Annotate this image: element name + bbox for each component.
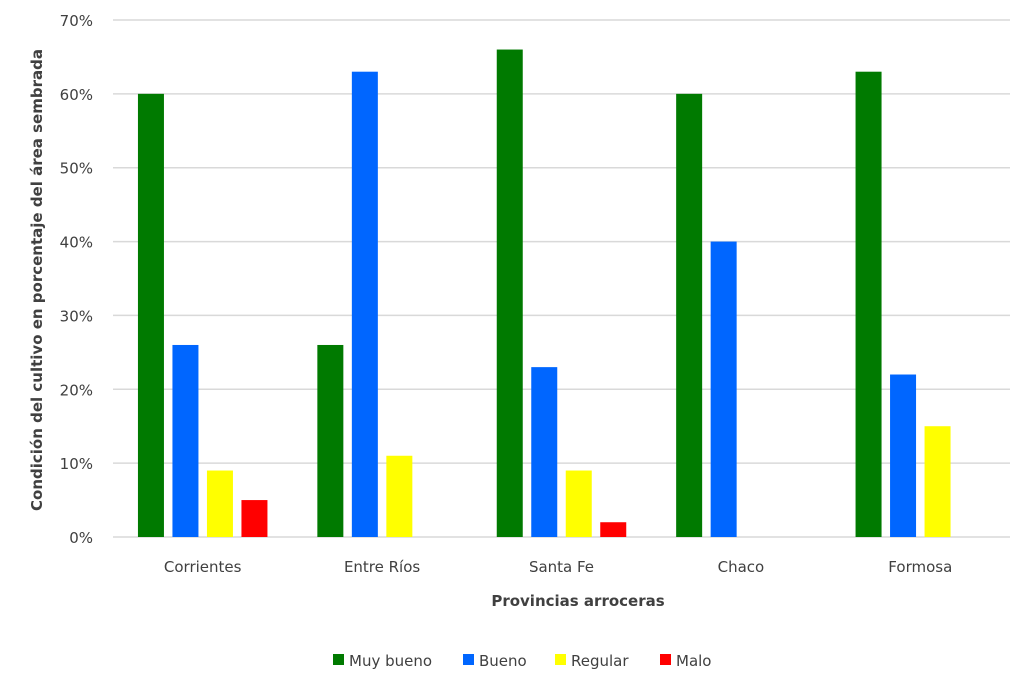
x-tick-label: Santa Fe: [529, 558, 594, 576]
bar-malo: [241, 500, 268, 537]
legend-label: Bueno: [479, 652, 527, 670]
bar-regular: [565, 470, 592, 537]
bar-regular: [924, 426, 951, 537]
bar-bueno: [351, 71, 378, 537]
y-tick-label: 50%: [60, 160, 93, 178]
y-tick-label: 40%: [60, 234, 93, 252]
bar-bueno: [710, 241, 737, 538]
x-axis-label: Provincias arroceras: [491, 592, 664, 610]
bar-muy-bueno: [676, 93, 703, 537]
bar-bueno: [890, 374, 917, 537]
x-tick-label: Corrientes: [164, 558, 242, 576]
y-tick-label: 60%: [60, 86, 93, 104]
gridlines: [113, 19, 1010, 538]
legend-label: Regular: [571, 652, 629, 670]
x-tick-label: Entre Ríos: [344, 558, 420, 576]
y-tick-label: 70%: [60, 12, 93, 30]
bar-muy-bueno: [137, 93, 164, 537]
y-tick-label: 0%: [69, 529, 93, 547]
legend-label: Muy bueno: [349, 652, 432, 670]
legend-swatch: [660, 654, 671, 665]
legend-label: Malo: [676, 652, 711, 670]
bar-bueno: [172, 344, 199, 537]
y-tick-label: 30%: [60, 307, 93, 325]
bar-regular: [386, 455, 413, 537]
legend-swatch: [333, 654, 344, 665]
y-tick-label: 20%: [60, 381, 93, 399]
y-axis-label: Condición del cultivo en porcentaje del …: [28, 49, 46, 511]
legend-item: Malo: [660, 652, 711, 670]
x-axis-ticks: Corrientes Entre Ríos Santa Fe Chaco Formosa: [164, 558, 952, 576]
y-tick-label: 10%: [60, 455, 93, 473]
bar-muy-bueno: [496, 49, 523, 538]
legend-item: Muy bueno: [333, 652, 432, 670]
bar-muy-bueno: [855, 71, 882, 537]
legend: Muy bueno Bueno Regular Malo: [333, 652, 711, 670]
bar-muy-bueno: [317, 344, 344, 537]
legend-swatch: [463, 654, 474, 665]
legend-swatch: [555, 654, 566, 665]
legend-item: Bueno: [463, 652, 527, 670]
bar-bueno: [531, 367, 558, 537]
bars: [137, 49, 951, 538]
y-axis-ticks: 0% 10% 20% 30% 40% 50% 60% 70%: [60, 12, 93, 547]
bar-regular: [206, 470, 233, 537]
x-tick-label: Formosa: [888, 558, 952, 576]
bar-malo: [600, 522, 627, 537]
legend-item: Regular: [555, 652, 629, 670]
x-tick-label: Chaco: [718, 558, 765, 576]
